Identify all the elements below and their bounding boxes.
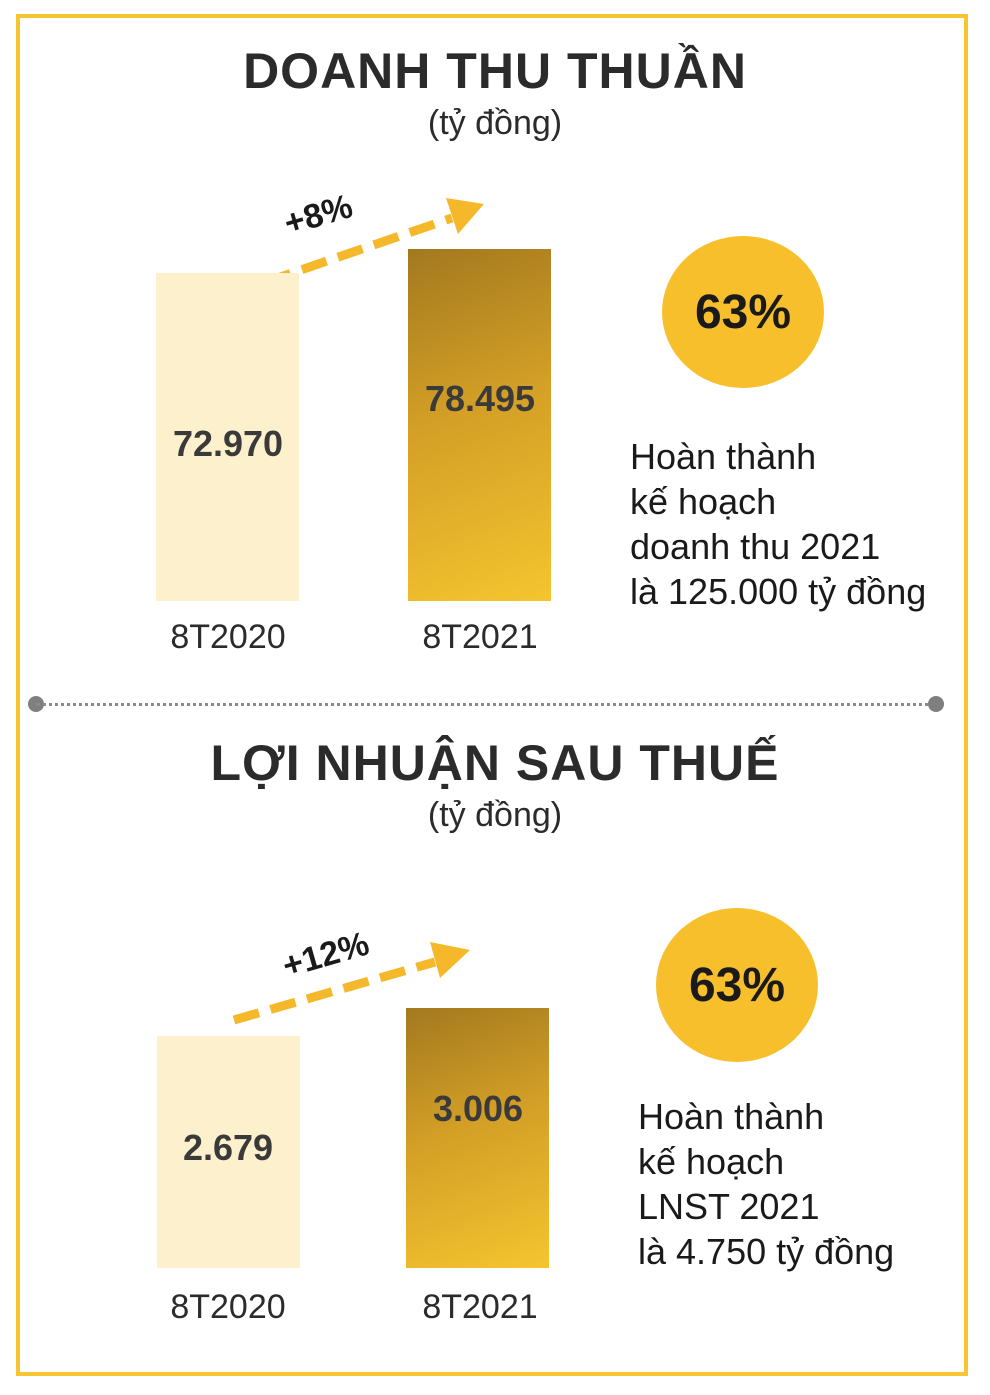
profit-note-line: LNST 2021 <box>638 1186 820 1227</box>
revenue-note-line: Hoàn thành <box>630 436 817 477</box>
profit-category-8t2021: 8T2021 <box>422 1288 538 1326</box>
revenue-value-8t2021: 78.495 <box>424 378 536 419</box>
profit-value-8t2021: 3.006 <box>432 1088 524 1129</box>
divider-dot-right <box>928 696 944 712</box>
profit-note-line: là 4.750 tỷ đồng <box>638 1231 895 1272</box>
revenue-note-line: kế hoạch <box>630 481 777 522</box>
revenue-bar-8t2020 <box>156 273 299 601</box>
revenue-value-8t2020: 72.970 <box>172 423 284 464</box>
revenue-title: DOANH THU THUẦN <box>243 43 747 99</box>
revenue-category-8t2020: 8T2020 <box>170 618 286 656</box>
revenue-unit: (tỷ đồng) <box>427 104 563 142</box>
revenue-note-line: doanh thu 2021 <box>630 526 881 567</box>
profit-value-8t2020: 2.679 <box>182 1127 274 1168</box>
profit-bar-8t2021 <box>406 1008 549 1268</box>
profit-completion-percent: 63% <box>688 958 786 1012</box>
revenue-note-line: là 125.000 tỷ đồng <box>630 571 927 612</box>
revenue-bar-8t2021 <box>408 249 551 601</box>
profit-note-line: kế hoạch <box>638 1141 785 1182</box>
profit-unit: (tỷ đồng) <box>427 796 563 834</box>
revenue-category-8t2021: 8T2021 <box>422 618 538 656</box>
revenue-completion-circle: 63% <box>662 236 824 388</box>
revenue-growth-arrow <box>264 198 484 287</box>
profit-note-line: Hoàn thành <box>638 1096 825 1137</box>
profit-completion-note: Hoàn thành kế hoạch LNST 2021 là 4.750 t… <box>638 1094 894 1274</box>
revenue-completion-note: Hoàn thành kế hoạch doanh thu 2021 là 12… <box>630 434 926 614</box>
profit-title: LỢI NHUẬN SAU THUẾ <box>210 735 780 791</box>
section-divider <box>36 703 936 706</box>
profit-completion-circle: 63% <box>656 908 818 1062</box>
profit-category-8t2020: 8T2020 <box>170 1288 286 1326</box>
profit-growth-arrow <box>232 942 470 1025</box>
card-frame <box>16 14 968 1376</box>
revenue-completion-percent: 63% <box>694 285 792 339</box>
profit-bar-8t2020 <box>157 1036 300 1268</box>
